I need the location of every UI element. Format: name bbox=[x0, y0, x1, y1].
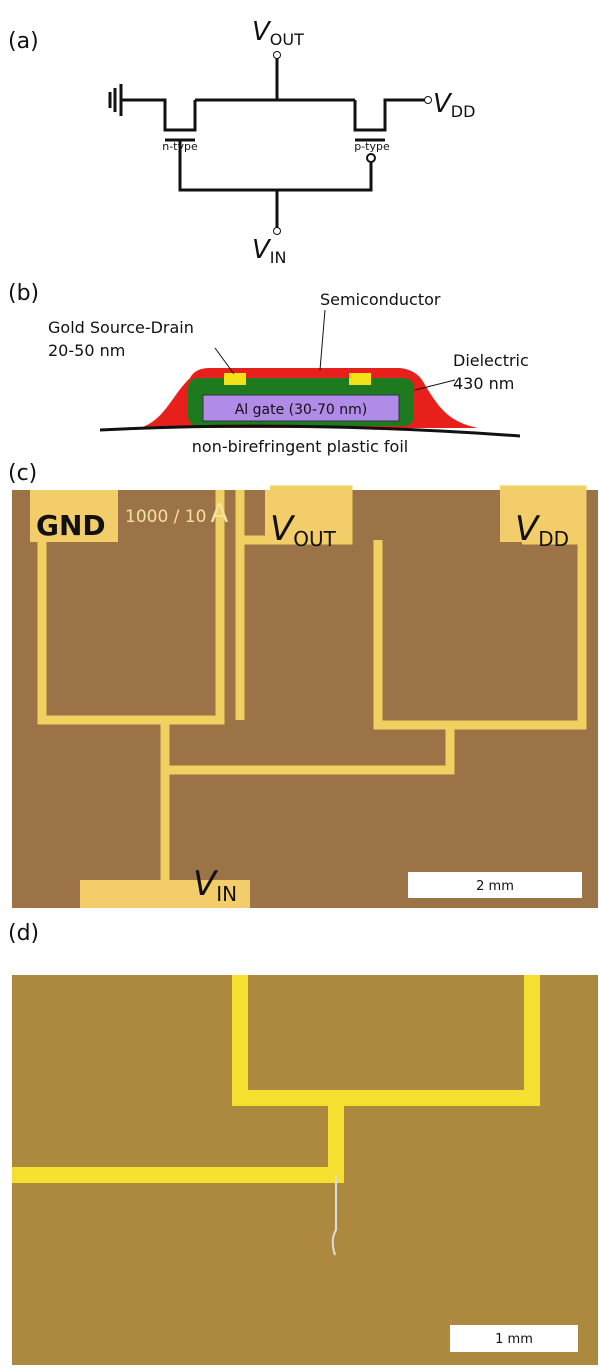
gold-thickness: 20-50 nm bbox=[48, 341, 125, 360]
scale-label: 2 mm bbox=[476, 879, 514, 894]
gold-label: Gold Source-Drain bbox=[48, 318, 194, 337]
semiconductor-label: Semiconductor bbox=[320, 290, 441, 309]
panel-label: (c) bbox=[8, 461, 37, 486]
v-out-label: VOUT bbox=[252, 17, 304, 49]
panel-label: (d) bbox=[8, 921, 39, 946]
n-type-label: n-type bbox=[162, 140, 198, 153]
foil-label: non-birefringent plastic foil bbox=[192, 437, 408, 456]
v-in-label: VIN bbox=[252, 235, 286, 267]
v-dd-label: VDD bbox=[433, 89, 475, 121]
dielectric-thickness: 430 nm bbox=[453, 374, 514, 393]
panel-label: (b) bbox=[8, 281, 39, 306]
p-type-label: p-type bbox=[354, 140, 390, 153]
gate-label: Al gate (30-70 nm) bbox=[235, 402, 368, 418]
micrograph bbox=[12, 975, 598, 1365]
panel-label: (a) bbox=[8, 29, 39, 54]
dielectric-label: Dielectric bbox=[453, 351, 529, 370]
micrograph bbox=[12, 490, 598, 908]
gnd-label: GND bbox=[36, 509, 106, 542]
figure: (a) VOUT VDD VIN n-type p-type (b) Semic… bbox=[0, 0, 599, 1371]
scale-label: 1 mm bbox=[495, 1332, 533, 1347]
